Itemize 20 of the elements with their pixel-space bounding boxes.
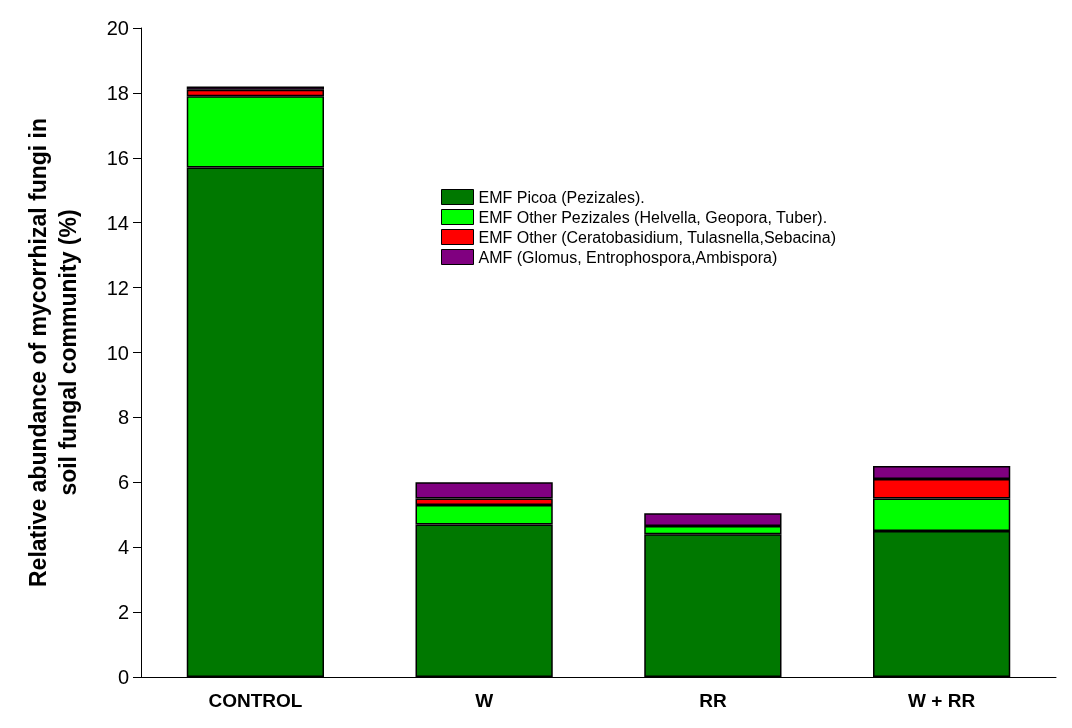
legend-label: EMF Picoa (Pezizales). [478, 188, 645, 206]
legend-label: EMF Other Pezizales (Helvella, Geopora, Tuber). [478, 208, 828, 226]
y-tick-label: 4 [117, 536, 129, 559]
y-tick-label: 10 [106, 341, 129, 364]
y-tick-label: 20 [106, 17, 129, 39]
x-tick-label: RR [699, 690, 727, 711]
y-tick-label: 12 [106, 276, 129, 299]
legend-label: EMF Other (Ceratobasidium, Tulasnella,Sebacina) [478, 228, 836, 246]
legend-label: AMF (Glomus, Entrophospora,Ambispora) [478, 248, 778, 266]
x-tick-label: W + RR [908, 690, 976, 711]
y-tick-label: 6 [117, 471, 129, 494]
y-tick-label: 0 [117, 666, 129, 688]
y-axis-title: Relative abundance of mycorrhizal fungi in soil fungal community (%) [25, 117, 81, 588]
y-tick-label: 8 [117, 406, 129, 429]
y-tick-label: 18 [106, 81, 129, 104]
x-tick-label: CONTROL [208, 690, 303, 711]
y-tick-label: 2 [117, 601, 129, 624]
y-tick-label: 14 [106, 211, 129, 234]
x-tick-label: W [475, 690, 494, 711]
y-tick-label: 16 [106, 146, 129, 169]
